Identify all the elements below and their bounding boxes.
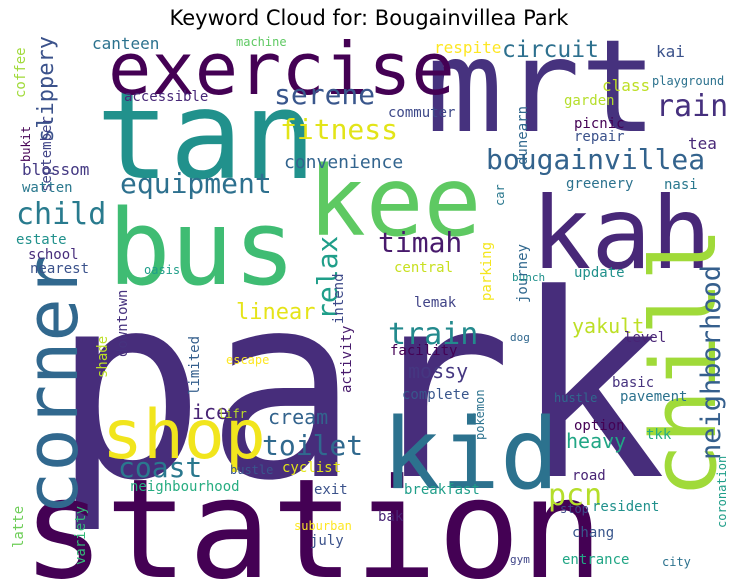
word-escape: escape	[226, 353, 270, 367]
word-level: level	[624, 330, 667, 346]
word-ice: ice	[192, 400, 229, 424]
word-oasis: oasis	[144, 263, 181, 277]
word-lemak: lemak	[414, 295, 457, 311]
word-option: option	[574, 418, 625, 434]
word-yakult: yakult	[572, 314, 645, 338]
word-station: station	[22, 449, 604, 582]
word-garden: garden	[564, 93, 615, 109]
word-train: train	[388, 317, 479, 352]
word-facility: facility	[390, 343, 458, 359]
word-resident: resident	[592, 499, 660, 515]
word-bus: bus	[108, 187, 296, 309]
word-pavement: pavement	[620, 389, 688, 405]
word-pcn: pcn	[548, 478, 603, 513]
word-nearest: nearest	[30, 261, 90, 277]
word-intend: intend	[331, 273, 347, 325]
word-basic: basic	[612, 375, 655, 391]
word-bougainvillea: bougainvillea	[486, 143, 706, 176]
word-central: central	[394, 260, 454, 276]
word-watten: watten	[22, 180, 73, 196]
word-hustle: hustle	[554, 391, 598, 405]
word-class: class	[602, 76, 651, 95]
word-park: park	[52, 240, 667, 537]
word-july: july	[310, 533, 344, 549]
word-bustle: bustle	[230, 463, 274, 477]
word-tan: tan	[96, 65, 317, 207]
word-car: car	[493, 183, 507, 206]
word-greenery: greenery	[566, 176, 634, 192]
word-nasi: nasi	[664, 177, 698, 193]
word-linear: linear	[236, 300, 316, 325]
word-serene: serene	[274, 78, 376, 111]
word-respite: respite	[434, 38, 502, 57]
word-child: child	[16, 197, 107, 232]
word-playground: playground	[652, 74, 725, 88]
word-mrt: mrt	[426, 36, 658, 162]
word-equipment: equipment	[120, 167, 272, 200]
word-rain: rain	[656, 89, 729, 124]
word-bak: bak	[378, 509, 404, 525]
word-commuter: commuter	[388, 105, 456, 121]
word-tkk: tkk	[646, 427, 672, 443]
word-kai: kai	[656, 42, 685, 61]
word-toilet: toilet	[262, 429, 364, 462]
word-cyclist: cyclist	[282, 460, 342, 476]
word-tea: tea	[688, 134, 717, 153]
word-kee: kee	[308, 146, 482, 258]
word-stop: stop	[560, 502, 589, 516]
word-limited: limited	[187, 335, 203, 395]
word-dunearn: dunearn	[515, 105, 531, 165]
word-parking: parking	[479, 241, 495, 301]
word-estate: estate	[16, 232, 67, 248]
word-corner: corner	[10, 255, 94, 516]
word-breakfast: breakfast	[404, 482, 480, 498]
word-activity: activity	[339, 325, 355, 394]
word-complete: complete	[402, 387, 470, 403]
word-convenience: convenience	[284, 152, 404, 173]
word-dog: dog	[510, 331, 530, 344]
word-canteen: canteen	[92, 36, 160, 53]
word-update: update	[574, 265, 625, 281]
chart-title: Keyword Cloud for: Bougainvillea Park	[169, 6, 569, 30]
word-repair: repair	[574, 129, 625, 145]
word-shade: shade	[95, 335, 111, 378]
word-timah: timah	[378, 226, 463, 259]
word-shop: shop	[102, 396, 266, 475]
word-entrance: entrance	[562, 552, 630, 568]
word-latte: latte	[11, 505, 27, 548]
word-school: school	[28, 247, 79, 263]
word-chang: chang	[572, 525, 615, 541]
word-bunch: bunch	[512, 271, 546, 284]
word-exercise: exercise	[108, 36, 455, 111]
word-machine: machine	[236, 36, 287, 49]
word-variety: variety	[73, 505, 89, 565]
word-neighbourhood: neighbourhood	[130, 479, 240, 495]
word-kah: kah	[531, 175, 712, 292]
word-coast: coast	[118, 451, 203, 484]
word-mossy: mossy	[408, 359, 469, 383]
word-city: city	[662, 555, 691, 569]
word-accessible: accessible	[124, 89, 209, 105]
word-picnic: picnic	[574, 116, 625, 132]
word-cream: cream	[268, 405, 329, 429]
word-coffee: coffee	[13, 47, 29, 99]
word-blossom: blossom	[22, 160, 90, 179]
word-coronation: coronation	[715, 455, 729, 528]
word-suburban: suburban	[294, 519, 352, 533]
word-road: road	[572, 468, 606, 484]
word-kid: kid	[382, 398, 560, 512]
word-exit: exit	[314, 482, 348, 498]
word-gym: gym	[510, 553, 530, 566]
word-september: september	[39, 115, 55, 192]
word-neighborhood: neighborhood	[696, 265, 727, 461]
word-downtown: downtown	[115, 289, 131, 358]
word-fitness: fitness	[280, 113, 399, 146]
word-cloud: park station mrt tan kee bus kah exercise kid chi…	[8, 36, 734, 581]
word-pok-mon: pokémon	[473, 389, 487, 441]
word-circuit: circuit	[502, 37, 599, 63]
word-lifr: lifr	[218, 407, 247, 421]
word-bukit: bukit	[19, 125, 33, 162]
word-heavy: heavy	[566, 429, 627, 453]
